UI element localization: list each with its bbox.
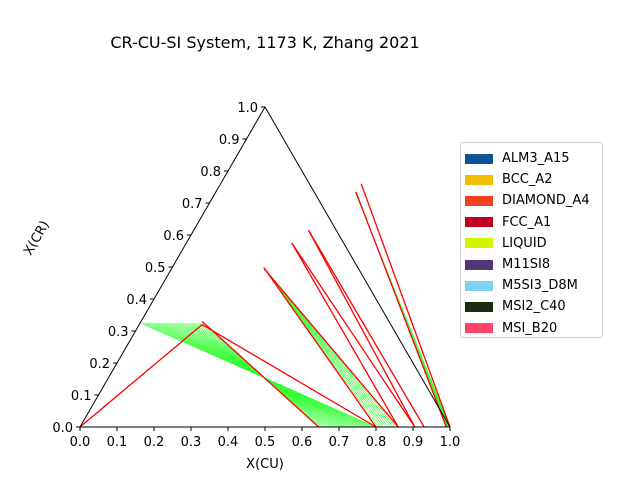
legend-swatch (465, 238, 493, 249)
legend-label: DIAMOND_A4 (502, 193, 590, 209)
phase-boundary-line (201, 320, 320, 428)
x-tick-label: 0.2 (144, 435, 165, 450)
phase-boundary-line (263, 267, 377, 428)
x-tick-label: 0.7 (329, 435, 350, 450)
legend-swatch (465, 323, 493, 334)
legend-swatch (465, 259, 493, 270)
legend-item: DIAMOND_A4 (465, 190, 602, 211)
legend-label: M5SI3_D8M (502, 278, 578, 294)
x-tick-label: 0.6 (292, 435, 313, 450)
legend-label: FCC_A1 (502, 214, 552, 230)
x-tick-label: 0.0 (70, 435, 91, 450)
legend-item: M5SI3_D8M (465, 275, 602, 296)
tie-line (140, 322, 377, 428)
y-tick-label: 0.4 (126, 293, 147, 308)
legend-label: MSI_B20 (502, 320, 558, 336)
x-tick-label: 0.1 (107, 435, 128, 450)
legend-label: MSI2_C40 (502, 299, 566, 315)
phase-boundary-line (307, 229, 416, 428)
legend-label: BCC_A2 (502, 172, 553, 188)
y-axis-label: X(CR) (21, 218, 53, 258)
y-tick-label: 0.5 (145, 261, 166, 276)
y-tick-label: 0.6 (163, 229, 184, 244)
chart-title: CR-CU-SI System, 1173 K, Zhang 2021 (110, 33, 420, 52)
legend-label: ALM3_A15 (502, 151, 570, 167)
legend-label: LIQUID (502, 235, 547, 251)
phase-boundary-line (291, 242, 416, 428)
legend-swatch (465, 301, 493, 312)
y-tick-label: 0.1 (71, 389, 92, 404)
legend-item: M11SI8 (465, 254, 602, 275)
phase-boundary-line (263, 268, 399, 428)
phase-boundaries (79, 183, 451, 428)
phase-boundary-line (201, 324, 377, 428)
legend-item: MSI2_C40 (465, 296, 602, 317)
x-tick-label: 0.4 (218, 435, 239, 450)
legend-swatch (465, 217, 493, 228)
phase-boundary-line (291, 242, 399, 428)
x-tick-label: 0.9 (403, 435, 424, 450)
y-tick-label: 0.0 (52, 421, 73, 436)
y-tick-label: 0.7 (182, 197, 203, 212)
phase-boundary-line (307, 229, 425, 428)
y-tick-label: 0.3 (108, 325, 129, 340)
legend-item: LIQUID (465, 233, 602, 254)
legend-swatch (465, 280, 493, 291)
phase-boundary-line (360, 183, 451, 428)
legend-item: ALM3_A15 (465, 148, 602, 169)
y-tick-label: 0.9 (219, 133, 240, 148)
triangle-edge-right (264, 106, 451, 428)
x-tick-label: 0.5 (255, 435, 276, 450)
legend-swatch (465, 174, 493, 185)
axis-ticks: 0.00.0 0.1 0.1 0.2 0.2 0.3 0.3 0.4 0.4 0.5 0.5 0.6 0… (52, 101, 460, 450)
y-tick-label: 0.8 (200, 165, 221, 180)
y-tick-label: 1.0 (237, 101, 258, 116)
legend-item: MSI_B20 (465, 318, 602, 339)
legend-item: FCC_A1 (465, 212, 602, 233)
phase-boundary-line (355, 191, 447, 428)
x-tick-label: 1.0 (440, 435, 461, 450)
legend-label: M11SI8 (502, 257, 551, 273)
legend: ALM3_A15 BCC_A2 DIAMOND_A4 FCC_A1 LIQUID M11S… (460, 142, 603, 338)
x-tick-label: 0.8 (366, 435, 387, 450)
legend-swatch (465, 195, 493, 206)
x-axis-label: X(CU) (246, 457, 284, 472)
phase-boundary-line (79, 324, 203, 428)
legend-item: BCC_A2 (465, 169, 602, 190)
legend-swatch (465, 153, 493, 164)
x-tick-label: 0.3 (181, 435, 202, 450)
y-tick-label: 0.2 (89, 357, 110, 372)
